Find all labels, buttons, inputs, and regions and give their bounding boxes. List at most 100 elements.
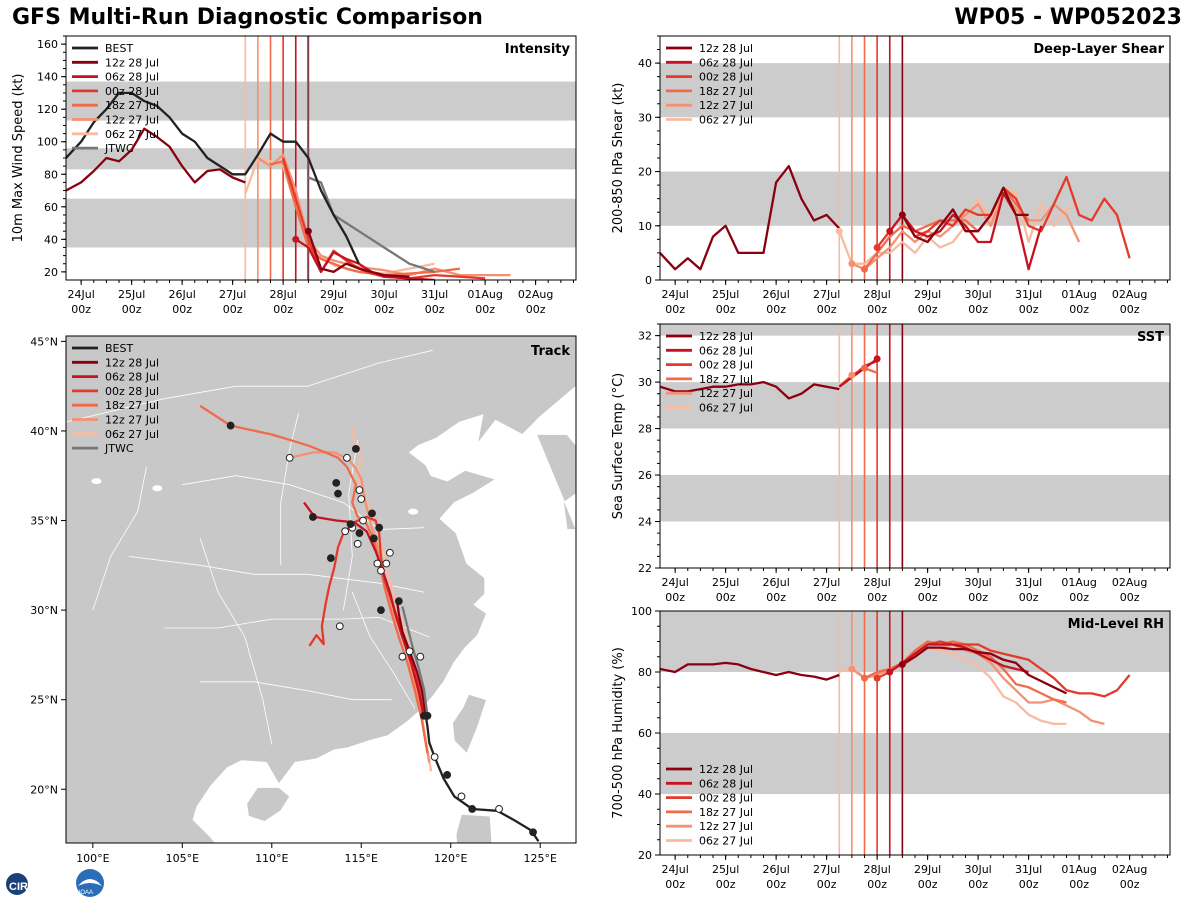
track-marker	[335, 622, 344, 631]
legend-entry: 12z 28 Jul	[699, 330, 753, 343]
y-tick-label: 30	[638, 376, 652, 389]
rh-panel: 20 40 60 80 100 24Jul 00z 25Jul 00z 26Jul 00z 27Jul…	[611, 605, 1171, 891]
plot-area	[66, 36, 576, 280]
sst-panel: 22 24 26 28 30 32 24Jul 00z 25Jul 00z 26Jul 00z 27Ju…	[611, 323, 1171, 604]
x-tick-label: 28Jul	[269, 288, 296, 301]
y-tick-label: 26	[638, 469, 652, 482]
legend-entry: JTWC	[104, 142, 134, 155]
province-border	[199, 538, 273, 745]
x-tick-label: 29Jul	[914, 863, 941, 876]
data-point	[861, 265, 869, 273]
track-marker	[394, 597, 403, 606]
map-frame	[65, 335, 577, 844]
x-tick-hour-label: 00z	[374, 303, 394, 316]
y-tick-label: 22	[638, 562, 652, 575]
series-line	[838, 357, 878, 388]
x-tick-label: 30Jul	[964, 576, 991, 589]
y-tick-label: 30	[638, 111, 652, 124]
track-marker	[405, 647, 414, 656]
x-tick-label: 31Jul	[1015, 288, 1042, 301]
track-marker	[332, 479, 341, 487]
x-tick-hour-label: 00z	[968, 303, 988, 316]
legend-entry: 12z 27 Jul	[105, 114, 159, 127]
y-tick-label: 120	[37, 103, 58, 116]
x-tick-label: 25Jul	[712, 288, 739, 301]
x-tick-label: 110°E	[255, 852, 288, 865]
x-tick-label: 115°E	[345, 852, 378, 865]
series-line	[660, 164, 841, 271]
x-tick-hour-label: 00z	[1120, 591, 1140, 604]
track-marker	[309, 513, 317, 521]
track-marker	[334, 489, 342, 498]
data-point	[898, 211, 906, 219]
x-tick-label: 30Jul	[964, 863, 991, 876]
series-line	[889, 643, 1029, 674]
x-tick-label: 31Jul	[1015, 863, 1042, 876]
panel-title: Deep-Layer Shear	[1033, 42, 1164, 57]
x-tick-label: 01Aug	[1061, 576, 1096, 589]
x-tick-hour-label: 00z	[766, 878, 786, 891]
track-marker	[343, 453, 351, 462]
province-border	[280, 412, 299, 566]
track-marker	[326, 554, 335, 563]
track-marker	[353, 539, 362, 548]
cira-logo-icon	[6, 873, 28, 895]
land-mass	[66, 336, 576, 843]
lake	[408, 508, 419, 515]
x-tick-label: 29Jul	[914, 288, 941, 301]
x-tick-label: 02Aug	[518, 288, 553, 301]
legend-entry: 12z 28 Jul	[105, 356, 159, 369]
x-tick-label: 02Aug	[1112, 576, 1147, 589]
legend-entry: 18z 27 Jul	[699, 806, 753, 819]
x-tick-hour-label: 00z	[766, 591, 786, 604]
y-tick-label: 28	[638, 423, 652, 436]
x-tick-label: 31Jul	[421, 288, 448, 301]
x-tick-label: 24Jul	[68, 288, 95, 301]
x-tick-label: 120°E	[434, 852, 467, 865]
x-tick-hour-label: 00z	[716, 303, 736, 316]
x-tick-label: 27Jul	[219, 288, 246, 301]
x-tick-hour-label: 00z	[867, 303, 887, 316]
legend-entry: 00z 28 Jul	[699, 792, 753, 805]
panel-title: Intensity	[505, 42, 571, 57]
y-tick-label: 40	[638, 788, 652, 801]
x-tick-hour-label: 00z	[1019, 878, 1039, 891]
data-point	[292, 235, 300, 243]
y-tick-label: 160	[37, 38, 58, 51]
x-tick-hour-label: 00z	[918, 303, 938, 316]
track-marker	[346, 520, 355, 529]
legend-entry: BEST	[105, 342, 133, 355]
x-tick-label: 01Aug	[1061, 863, 1096, 876]
track-marker	[377, 606, 385, 615]
track-marker	[357, 495, 366, 503]
plot-area	[660, 611, 1170, 855]
y-tick-label: 60	[638, 727, 652, 740]
track-marker	[430, 753, 439, 761]
legend-entry: 06z 28 Jul	[699, 56, 753, 69]
data-point	[861, 364, 869, 372]
x-tick-label: 125°E	[523, 852, 556, 865]
y-tick-label: 100	[37, 136, 58, 149]
korea	[536, 434, 576, 530]
y-tick-label: 30°N	[30, 604, 58, 617]
legend-entry: 12z 27 Jul	[105, 414, 159, 427]
data-point	[873, 243, 881, 251]
intensity-panel: 20 40 60 80 100 120 140 160 24Jul 00z 25Jul 00z 26Ju…	[11, 35, 577, 316]
province-border	[66, 349, 433, 423]
legend-entry: 12z 28 Jul	[105, 56, 159, 69]
series-line	[851, 192, 1081, 271]
track-line	[424, 714, 540, 842]
y-axis-label: 10m Max Wind Speed (kt)	[11, 74, 26, 243]
noaa-logo-bird-icon	[78, 879, 102, 886]
y-tick-label: 20	[44, 266, 58, 279]
y-tick-label: 45°N	[30, 335, 58, 348]
y-tick-label: 40°N	[30, 425, 58, 438]
legend-entry: 00z 28 Jul	[699, 71, 753, 84]
track-line	[401, 606, 429, 716]
map-area	[66, 336, 576, 843]
shaded-band	[660, 324, 1170, 336]
x-tick-hour-label: 00z	[273, 303, 293, 316]
x-tick-label: 24Jul	[662, 863, 689, 876]
x-tick-label: 105°E	[166, 852, 199, 865]
